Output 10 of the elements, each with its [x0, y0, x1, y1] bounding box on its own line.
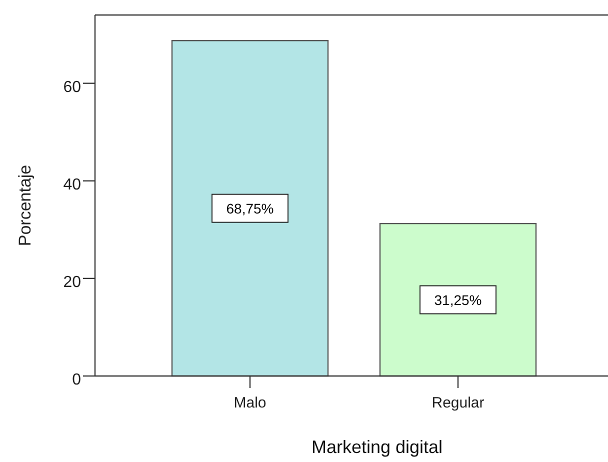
y-tick-label: 20 — [63, 274, 82, 291]
y-tick-label: 60 — [63, 78, 82, 96]
x-tick-label: Regular — [432, 394, 484, 412]
y-tick-label: 0 — [72, 372, 82, 388]
data-label: 68,75% — [226, 200, 274, 216]
x-axis-title: Marketing digital — [311, 437, 443, 457]
data-label: 31,25% — [434, 292, 482, 308]
y-tick-label: 40 — [63, 176, 82, 194]
y-axis-title: Porcentaje — [16, 164, 34, 246]
x-tick-label: Malo — [234, 394, 266, 412]
